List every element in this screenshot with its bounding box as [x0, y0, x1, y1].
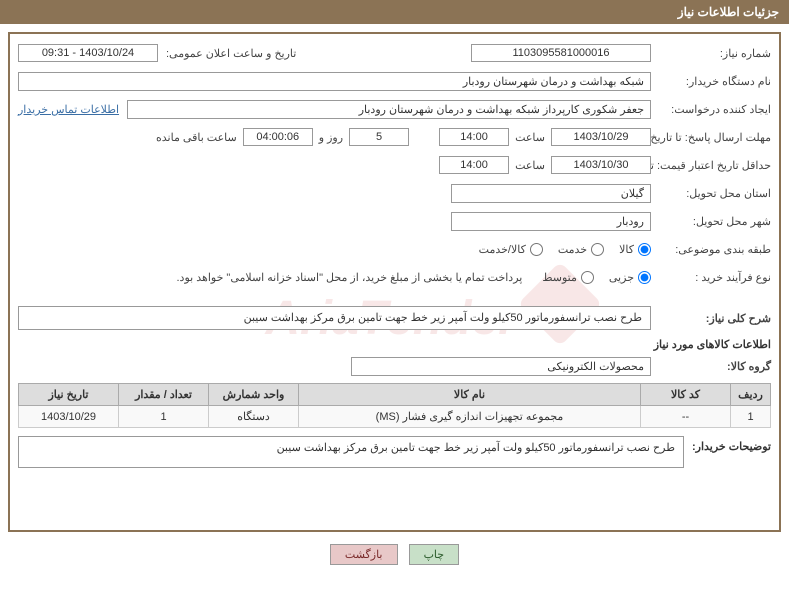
days-remaining: 5 [349, 128, 409, 146]
th-code: کد کالا [641, 384, 731, 406]
cell-code: -- [641, 406, 731, 428]
proc-partial-radio[interactable] [638, 271, 651, 284]
header-title: جزئیات اطلاعات نیاز [678, 5, 779, 19]
province-value: گیلان [451, 184, 651, 203]
print-button[interactable]: چاپ [409, 544, 460, 565]
cell-qty: 1 [119, 406, 209, 428]
time-word-2: ساعت [509, 159, 551, 172]
min-valid-date: 1403/10/30 [551, 156, 651, 174]
requester-value: جعفر شکوری کارپرداز شبکه بهداشت و درمان … [127, 100, 651, 119]
cat-goods-radio[interactable] [638, 243, 651, 256]
province-label: استان محل تحویل: [651, 187, 771, 200]
cat-goods-option[interactable]: کالا [619, 243, 651, 256]
announce-label: تاریخ و ساعت اعلان عمومی: [158, 47, 296, 60]
min-valid-label: حداقل تاریخ اعتبار قیمت: تا تاریخ: [651, 159, 771, 172]
proc-medium-radio[interactable] [581, 271, 594, 284]
city-value: رودبار [451, 212, 651, 231]
goods-group-label: گروه کالا: [651, 360, 771, 373]
payment-note: پرداخت تمام یا بخشی از مبلغ خرید، از محل… [169, 271, 523, 284]
table-header-row: ردیف کد کالا نام کالا واحد شمارش تعداد /… [19, 384, 771, 406]
th-unit: واحد شمارش [209, 384, 299, 406]
th-need-date: تاریخ نیاز [19, 384, 119, 406]
process-radio-group: جزیی متوسط [542, 271, 651, 284]
min-valid-time: 14:00 [439, 156, 509, 174]
deadline-date: 1403/10/29 [551, 128, 651, 146]
buyer-org-value: شبکه بهداشت و درمان شهرستان رودبار [18, 72, 651, 91]
overview-label: شرح کلی نیاز: [651, 312, 771, 325]
items-table: ردیف کد کالا نام کالا واحد شمارش تعداد /… [18, 383, 771, 428]
proc-partial-option[interactable]: جزیی [609, 271, 651, 284]
page-header: جزئیات اطلاعات نیاز [0, 0, 789, 24]
days-word: روز و [313, 131, 349, 144]
cat-service-radio[interactable] [591, 243, 604, 256]
cat-goods-service-radio[interactable] [530, 243, 543, 256]
time-remaining: 04:00:06 [243, 128, 313, 146]
buyer-desc-label: توضیحات خریدار: [692, 436, 771, 453]
goods-info-label: اطلاعات کالاهای مورد نیاز [18, 338, 771, 351]
buyer-desc-box: طرح نصب ترانسفورماتور 50کیلو ولت آمپر زی… [18, 436, 684, 468]
requester-label: ایجاد کننده درخواست: [651, 103, 771, 116]
city-label: شهر محل تحویل: [651, 215, 771, 228]
cell-name: مجموعه تجهیزات اندازه گیری فشار (MS) [299, 406, 641, 428]
category-radio-group: کالا خدمت کالا/خدمت [479, 243, 651, 256]
th-row: ردیف [731, 384, 771, 406]
need-number-label: شماره نیاز: [651, 47, 771, 60]
category-label: طبقه بندی موضوعی: [651, 243, 771, 256]
table-row: 1--مجموعه تجهیزات اندازه گیری فشار (MS)د… [19, 406, 771, 428]
proc-medium-option[interactable]: متوسط [542, 271, 594, 284]
cat-service-option[interactable]: خدمت [558, 243, 604, 256]
goods-group-value: محصولات الکترونیکی [351, 357, 651, 376]
back-button[interactable]: بازگشت [330, 544, 398, 565]
th-name: نام کالا [299, 384, 641, 406]
th-qty: تعداد / مقدار [119, 384, 209, 406]
remaining-word: ساعت باقی مانده [150, 131, 243, 144]
process-label: نوع فرآیند خرید : [651, 271, 771, 284]
time-word-1: ساعت [509, 131, 551, 144]
deadline-time: 14:00 [439, 128, 509, 146]
need-number-value: 1103095581000016 [471, 44, 651, 62]
buyer-org-label: نام دستگاه خریدار: [651, 75, 771, 88]
overview-text: طرح نصب ترانسفورماتور 50کیلو ولت آمپر زی… [18, 306, 651, 330]
deadline-label: مهلت ارسال پاسخ: تا تاریخ: [651, 131, 771, 144]
cell-row: 1 [731, 406, 771, 428]
contact-link[interactable]: اطلاعات تماس خریدار [18, 103, 119, 116]
cat-goods-service-option[interactable]: کالا/خدمت [479, 243, 543, 256]
announce-value: 1403/10/24 - 09:31 [18, 44, 158, 62]
cell-unit: دستگاه [209, 406, 299, 428]
cell-need_date: 1403/10/29 [19, 406, 119, 428]
